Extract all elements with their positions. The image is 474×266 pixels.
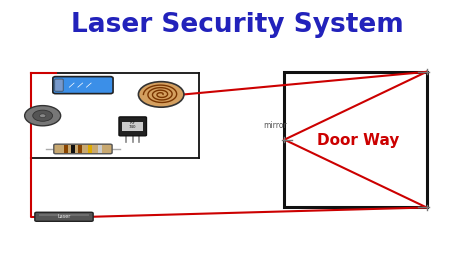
Bar <box>78 145 82 153</box>
Text: mirror: mirror <box>263 120 287 130</box>
FancyBboxPatch shape <box>54 144 112 154</box>
Bar <box>64 145 68 153</box>
Bar <box>71 145 75 153</box>
Bar <box>98 145 102 153</box>
Circle shape <box>138 82 184 107</box>
FancyBboxPatch shape <box>53 77 113 94</box>
FancyBboxPatch shape <box>55 79 63 91</box>
Text: Laser Security System: Laser Security System <box>71 12 403 38</box>
Text: Laser: Laser <box>57 214 71 219</box>
Bar <box>122 122 143 131</box>
Circle shape <box>33 110 53 121</box>
FancyBboxPatch shape <box>35 212 93 221</box>
Bar <box>39 214 89 217</box>
Circle shape <box>39 114 46 118</box>
Circle shape <box>25 106 61 126</box>
Bar <box>88 145 92 153</box>
FancyBboxPatch shape <box>119 117 146 136</box>
Text: Door Way: Door Way <box>317 134 399 148</box>
Text: IRF
740: IRF 740 <box>129 121 137 129</box>
